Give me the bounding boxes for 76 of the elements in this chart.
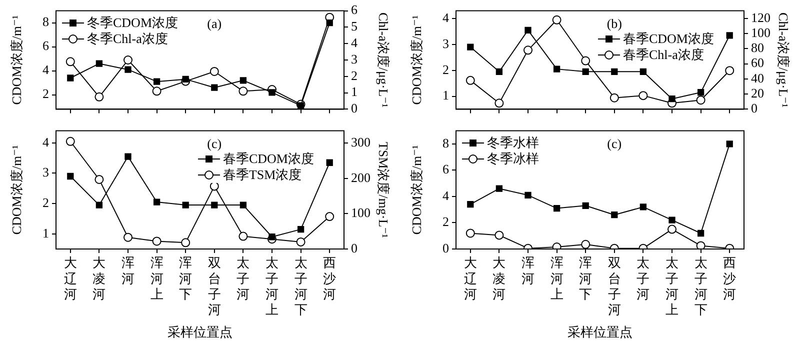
x-tick-label: 大凌河 — [92, 255, 106, 302]
y2-tick-label: 100 — [751, 24, 770, 40]
legend-label: 冬季Chl-a浓度 — [87, 30, 168, 47]
y-tick-label: 1 — [42, 225, 49, 240]
y2-tick-label: 1 — [351, 84, 358, 100]
x-tick-label: 太子河下 — [294, 255, 308, 318]
y-tick-label: 2 — [442, 214, 449, 230]
y-axis-title: CDOM浓度/m⁻¹ — [9, 15, 24, 105]
y2-tick-label: 2 — [351, 68, 358, 83]
y2-tick-label: 120 — [751, 10, 770, 25]
y-tick-label: 0 — [442, 240, 449, 256]
x-tick-label: 双台子河 — [608, 255, 621, 318]
x-tick-label: 浑河下 — [179, 255, 192, 302]
y2-tick-label: 6 — [351, 2, 358, 18]
y-tick-label: 4 — [42, 134, 50, 150]
x-tick-label: 浑河上 — [550, 255, 564, 302]
x-tick-label: 大辽河 — [464, 255, 477, 302]
legend-label: 冬季冰样 — [487, 150, 539, 167]
annotation: (c) — [607, 136, 622, 152]
x-tick-label: 西沙河 — [323, 255, 336, 302]
x-tick-label: 大凌河 — [492, 255, 506, 302]
legend-label: 冬季CDOM浓度 — [87, 14, 178, 31]
y2-tick-label: 0 — [751, 100, 758, 116]
annotation: (b) — [606, 16, 622, 32]
x-tick-label: 太子河上 — [266, 255, 278, 318]
y2-tick-label: 0 — [351, 240, 358, 256]
x-tick-label: 太子河下 — [694, 255, 708, 318]
x-tick-label: 太子河上 — [666, 255, 678, 318]
y-tick-label: 3 — [442, 36, 449, 51]
y-axis-title: CDOM浓度/m⁻¹ — [409, 15, 424, 105]
legend-label: 春季CDOM浓度 — [222, 150, 314, 167]
x-tick-label: 浑河 — [122, 255, 134, 286]
y-axis-title: CDOM浓度/m⁻¹ — [9, 145, 24, 235]
annotation: (c) — [207, 136, 222, 152]
y-tick-label: 4 — [442, 188, 450, 203]
x-tick-label: 大辽河 — [64, 255, 77, 302]
x-tick-label: 浑河上 — [150, 255, 164, 302]
y-tick-label: 1 — [442, 88, 449, 103]
y-tick-label: 8 — [442, 135, 449, 150]
y-tick-label: 4 — [42, 62, 50, 78]
y2-tick-label: 5 — [351, 18, 358, 34]
x-tick-label: 双台子河 — [208, 255, 221, 318]
legend-label: 春季TSM浓度 — [222, 166, 302, 183]
y-tick-label: 4 — [442, 10, 450, 25]
y2-tick-label: 300 — [351, 134, 370, 150]
y2-axis-title: TSM浓度/mg·L⁻¹ — [376, 142, 391, 238]
y2-tick-label: 100 — [351, 205, 370, 220]
y2-axis-title: Chl-a浓度/μg·L⁻¹ — [776, 12, 791, 108]
legend-label: 春季Chl-a浓度 — [622, 46, 704, 63]
y-tick-label: 2 — [42, 194, 49, 210]
y2-tick-label: 80 — [751, 40, 764, 56]
legend-label: 冬季水样 — [487, 134, 539, 151]
legend-label: 春季CDOM浓度 — [622, 30, 714, 47]
y2-tick-label: 3 — [351, 51, 358, 66]
y-tick-label: 6 — [42, 38, 50, 54]
y-tick-label: 6 — [442, 162, 450, 177]
x-axis-title: 采样位置点 — [568, 324, 632, 340]
y2-tick-label: 60 — [751, 55, 764, 70]
y2-tick-label: 0 — [351, 100, 358, 116]
y2-tick-label: 40 — [751, 70, 764, 86]
x-tick-label: 太子河 — [636, 255, 650, 302]
y-tick-label: 2 — [442, 62, 449, 77]
y2-tick-label: 20 — [751, 85, 764, 100]
y-tick-label: 8 — [42, 14, 49, 30]
y2-tick-label: 4 — [351, 35, 358, 50]
y-tick-label: 2 — [42, 86, 49, 102]
y2-tick-label: 200 — [351, 170, 370, 185]
x-tick-label: 浑河 — [522, 255, 534, 286]
x-axis-title: 采样位置点 — [168, 324, 232, 340]
x-tick-label: 浑河下 — [579, 255, 592, 302]
x-tick-label: 太子河 — [236, 255, 250, 302]
y-axis-title: CDOM浓度/m⁻¹ — [409, 145, 424, 235]
annotation: (a) — [207, 16, 222, 32]
y2-axis-title: Chl-a浓度/μg·L⁻¹ — [376, 12, 391, 108]
y-tick-label: 3 — [42, 164, 49, 180]
x-tick-label: 西沙河 — [723, 255, 736, 302]
